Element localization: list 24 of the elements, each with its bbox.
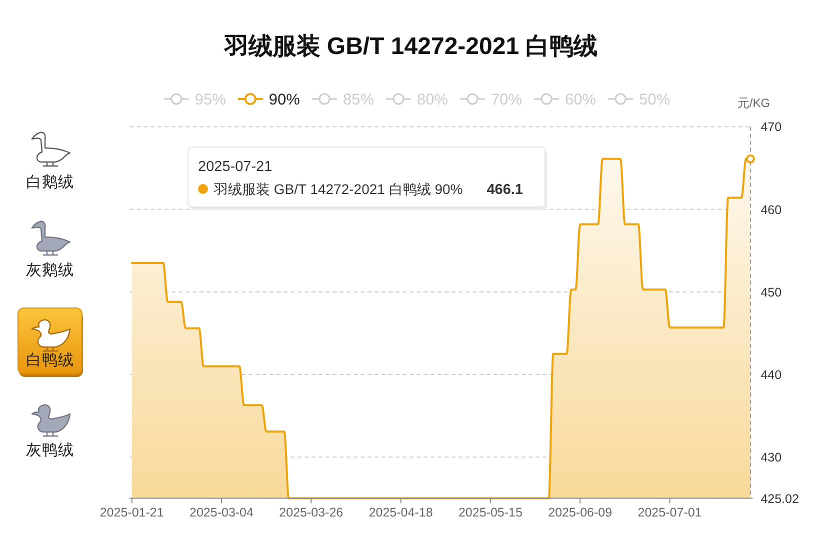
legend-item: 90% — [238, 92, 300, 108]
y-tick-label: 470 — [760, 120, 782, 134]
legend-label: 90% — [268, 92, 300, 108]
y-axis-title: 元/KG — [737, 96, 770, 110]
annotation: 2025-07-21 — [198, 159, 272, 175]
y-tick-label: 450 — [760, 285, 782, 300]
x-tick-label: 2025-04-18 — [368, 505, 433, 520]
annotation: 466.1 — [486, 182, 523, 198]
selector-item: 灰鹅绒 — [26, 262, 74, 279]
x-tick-label: 2025-07-01 — [638, 505, 702, 520]
x-tick-label: 2025-03-04 — [190, 505, 254, 520]
selector-item: 灰鸭绒 — [26, 442, 74, 459]
selector-item: 白鹅绒 — [26, 174, 74, 191]
title: 羽绒服装 GB/T 14272-2021 白鸭绒 — [224, 33, 598, 60]
x-tick-label: 2025-06-09 — [548, 505, 612, 520]
y-tick-label: 430 — [760, 450, 782, 465]
x-tick-label: 2025-05-15 — [458, 505, 522, 520]
y-tick-label: 425.02 — [760, 492, 799, 506]
y-tick-label: 440 — [760, 368, 782, 382]
x-tick-label: 2025-03-26 — [279, 505, 344, 520]
annotation: 羽绒服装 GB/T 14272-2021 白鸭绒 90% — [213, 181, 463, 197]
x-tick-label: 2025-01-21 — [100, 505, 164, 520]
y-tick-label: 460 — [760, 202, 782, 217]
tooltip: 2025-07-21 羽绒服装 GB/T 14272-2021 白鸭绒 90% 466.1 — [188, 146, 546, 208]
